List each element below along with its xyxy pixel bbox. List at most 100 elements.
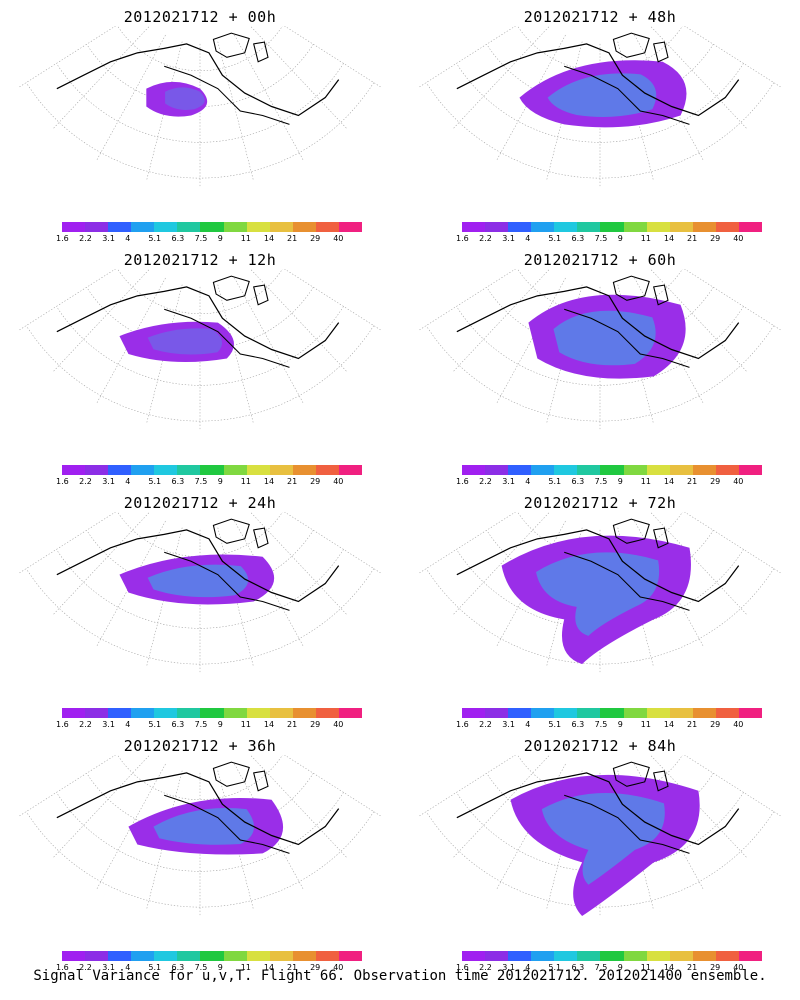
latitude-line bbox=[517, 512, 683, 558]
colorbar-swatch bbox=[508, 708, 532, 718]
latitude-line bbox=[517, 269, 683, 315]
colorbar-swatch bbox=[108, 951, 132, 961]
colorbar-swatch bbox=[269, 951, 293, 961]
colorbar-label: 7.5 bbox=[594, 477, 608, 486]
coastline bbox=[564, 308, 690, 368]
colorbar-label: 9 bbox=[217, 234, 223, 243]
colorbar-swatch bbox=[554, 222, 578, 232]
colorbar-label: 29 bbox=[310, 720, 321, 729]
colorbar-label: 6.3 bbox=[571, 234, 585, 243]
latitude-line bbox=[456, 792, 744, 872]
polar-map bbox=[18, 26, 382, 188]
longitude-line bbox=[418, 512, 516, 574]
colorbar-label: 29 bbox=[310, 234, 321, 243]
longitude-line bbox=[217, 770, 254, 910]
coastline bbox=[164, 65, 290, 125]
arctic-islands bbox=[612, 761, 669, 792]
colorbar-label: 29 bbox=[310, 963, 321, 972]
colorbar-swatch bbox=[600, 465, 624, 475]
arctic-islands bbox=[612, 275, 669, 306]
longitude-line bbox=[496, 763, 566, 890]
longitude-line bbox=[617, 770, 654, 910]
colorbar-swatch bbox=[715, 465, 739, 475]
colorbar-label: 6.3 bbox=[171, 720, 185, 729]
colorbar-swatch bbox=[577, 222, 601, 232]
colorbar-swatch bbox=[623, 222, 647, 232]
colorbar-swatch bbox=[738, 222, 763, 232]
longitude-line bbox=[234, 277, 304, 404]
longitude-line bbox=[52, 512, 150, 616]
polar-map bbox=[418, 755, 782, 917]
panel-title: 2012021712 + 84h bbox=[523, 737, 677, 755]
colorbar-swatch bbox=[485, 465, 509, 475]
colorbar-label: 4 bbox=[125, 720, 131, 729]
colorbar-swatch bbox=[485, 951, 509, 961]
colorbar-label: 5.1 bbox=[548, 720, 562, 729]
colorbar-label: 11 bbox=[640, 963, 651, 972]
colorbar-swatch bbox=[315, 465, 339, 475]
colorbar-swatch bbox=[646, 465, 670, 475]
colorbar-swatch bbox=[508, 465, 532, 475]
colorbar-label: 40 bbox=[333, 234, 344, 243]
colorbar-swatch bbox=[600, 951, 624, 961]
variance-field-core bbox=[153, 807, 255, 845]
latitude-line bbox=[426, 325, 774, 422]
coastline bbox=[56, 529, 340, 603]
colorbar-label: 21 bbox=[287, 963, 298, 972]
colorbar-swatch bbox=[508, 222, 532, 232]
colorbar-label: 1.6 bbox=[56, 963, 69, 972]
map-panel: 2012021712 + 00h 1.6 2.2 3.1 4 5.1 6.3 7.5 9 11 14… bbox=[0, 0, 400, 245]
longitude-line bbox=[250, 26, 348, 130]
longitude-line bbox=[650, 269, 748, 373]
longitude-line bbox=[284, 512, 382, 574]
colorbar-swatch bbox=[646, 708, 670, 718]
figure-caption: Signal Variance for u,v,T. Flight 66. Ob… bbox=[33, 968, 767, 984]
coastline bbox=[456, 286, 740, 360]
colorbar-label: 2.2 bbox=[479, 720, 492, 729]
colorbar-label: 3.1 bbox=[102, 234, 115, 243]
longitude-line bbox=[684, 512, 782, 574]
colorbar-label: 21 bbox=[687, 234, 698, 243]
colorbar-label: 1.6 bbox=[56, 234, 69, 243]
colorbar-swatch bbox=[531, 222, 555, 232]
longitude-line bbox=[52, 269, 150, 373]
colorbar-swatch bbox=[338, 222, 363, 232]
colorbar-swatch bbox=[154, 708, 178, 718]
colorbar-label: 6.3 bbox=[571, 720, 585, 729]
coastline bbox=[456, 772, 740, 846]
colorbar-label: 2.2 bbox=[79, 720, 92, 729]
colorbar-swatch bbox=[269, 222, 293, 232]
latitude-line bbox=[456, 63, 744, 143]
colorbar-label: 11 bbox=[640, 477, 651, 486]
colorbar-swatch bbox=[738, 951, 763, 961]
arctic-islands bbox=[212, 761, 269, 792]
colorbar-label: 1.6 bbox=[456, 720, 469, 729]
arctic-islands bbox=[212, 518, 269, 549]
colorbar-label: 5.1 bbox=[548, 963, 562, 972]
panel-title: 2012021712 + 48h bbox=[523, 8, 677, 26]
longitude-line bbox=[546, 770, 583, 910]
colorbar-labels: 1.6 2.2 3.1 4 5.1 6.3 7.5 9 11 14 21 29 40 bbox=[56, 234, 366, 244]
longitude-line bbox=[418, 26, 516, 88]
colorbar-label: 29 bbox=[310, 477, 321, 486]
coastline bbox=[164, 551, 290, 611]
longitude-line bbox=[418, 269, 516, 331]
coastline bbox=[56, 43, 340, 117]
colorbar-swatch bbox=[154, 465, 178, 475]
polar-map bbox=[418, 512, 782, 674]
arctic-islands bbox=[212, 32, 269, 63]
colorbar-swatch bbox=[669, 465, 693, 475]
latitude-line bbox=[117, 512, 283, 558]
colorbar-swatch bbox=[485, 222, 509, 232]
polar-map bbox=[418, 269, 782, 431]
colorbar-swatch bbox=[200, 465, 224, 475]
coastline bbox=[456, 43, 740, 117]
colorbar-swatch bbox=[738, 708, 763, 718]
colorbar-swatch bbox=[315, 222, 339, 232]
longitude-line bbox=[634, 763, 704, 890]
colorbar-swatch bbox=[554, 708, 578, 718]
colorbar-swatch bbox=[200, 222, 224, 232]
colorbar-swatch bbox=[154, 951, 178, 961]
colorbar-swatch bbox=[85, 465, 109, 475]
longitude-line bbox=[217, 41, 254, 181]
